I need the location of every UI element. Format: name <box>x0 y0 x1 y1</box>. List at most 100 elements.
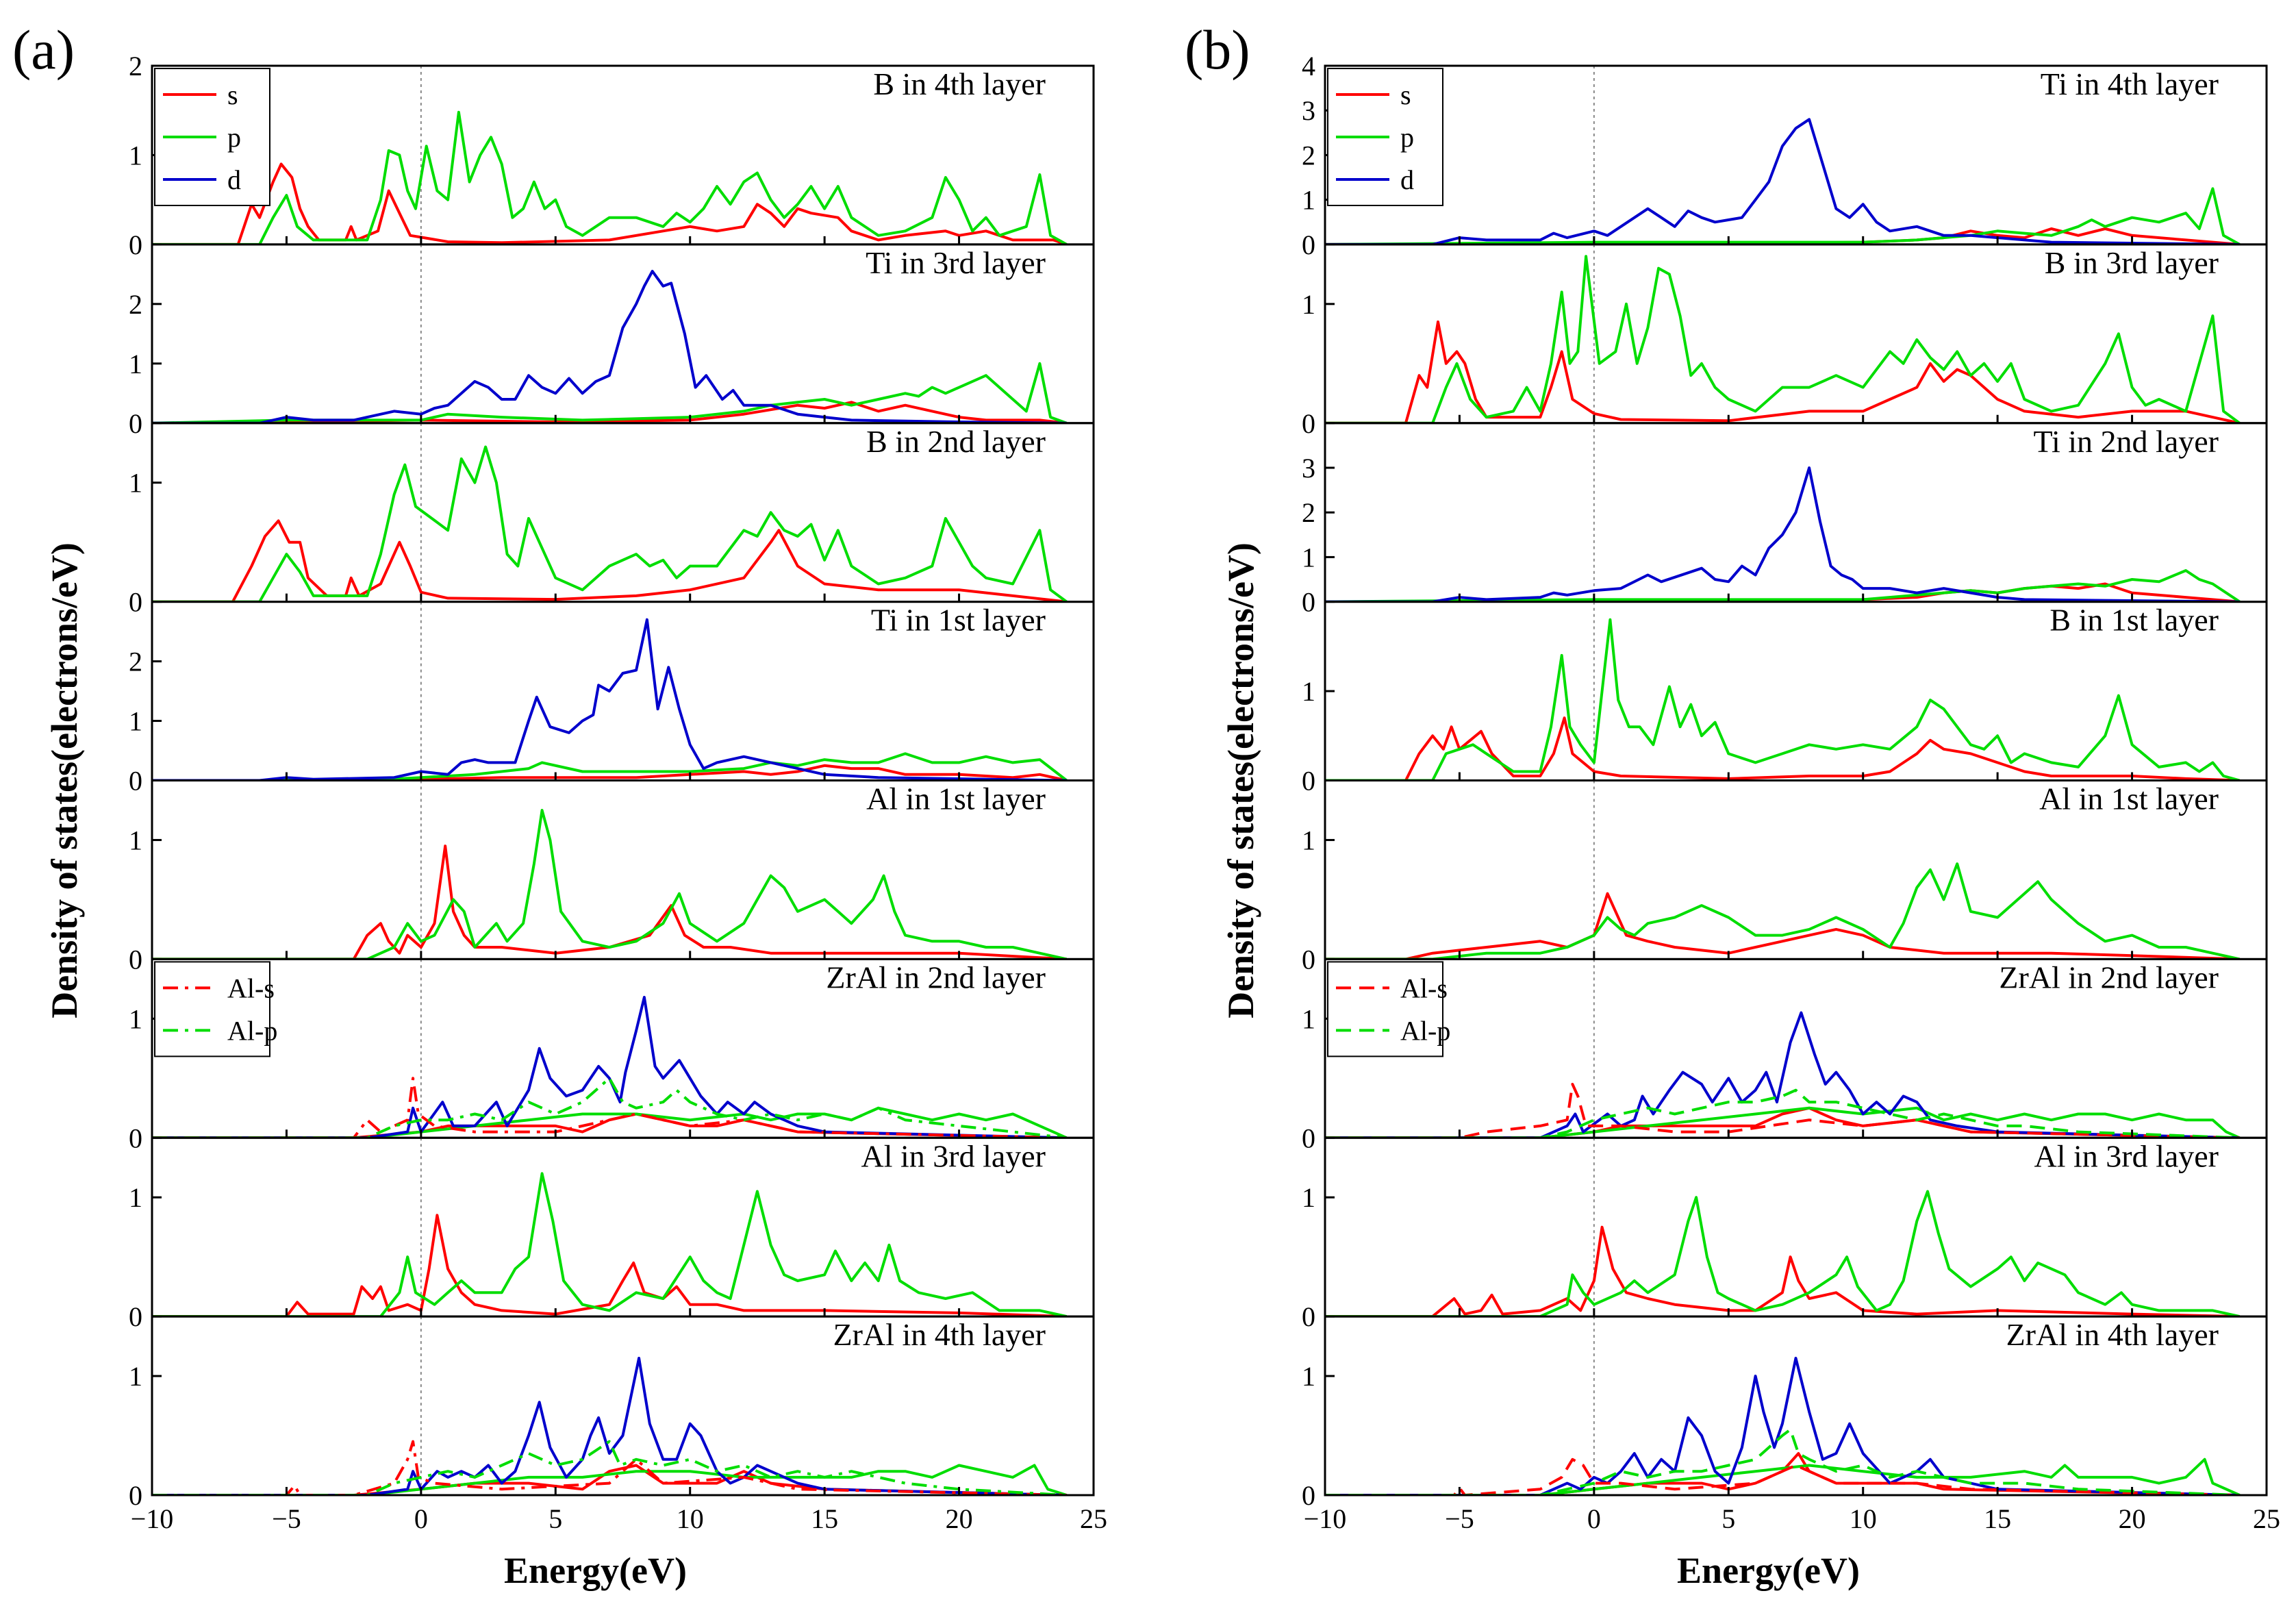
series-line-s <box>1325 716 2240 781</box>
series-line-al-p <box>1325 1088 2240 1138</box>
x-axis-title: Energy(eV) <box>504 1550 687 1591</box>
subplot-title: ZrAl in 4th layer <box>833 1317 1046 1352</box>
x-tick-label: 5 <box>1721 1503 1735 1534</box>
x-tick-label: 5 <box>548 1503 562 1534</box>
subplot-frame <box>151 1315 1095 1497</box>
series-line-p <box>1325 187 2241 245</box>
y-tick-label: 3 <box>1302 453 1315 484</box>
x-tick-label: 25 <box>2253 1503 2280 1534</box>
y-tick-label: 1 <box>1302 289 1315 320</box>
series-line-p <box>152 752 1068 781</box>
series-line-d <box>1325 1357 2240 1495</box>
series-line-p <box>1325 255 2241 423</box>
subplot: 0 1 B in 1st layer <box>1302 601 2268 797</box>
legend-box <box>154 961 270 1057</box>
subplot: 0 1 Al in 1st layer <box>129 779 1095 975</box>
subplot-title: Al in 1st layer <box>866 781 1046 816</box>
legend: Al-s Al-p <box>154 961 277 1057</box>
legend: spd <box>154 68 270 206</box>
series-line-p <box>152 445 1068 602</box>
y-tick-label: 0 <box>1302 229 1315 260</box>
y-axis-title: Density of states(electrons/eV) <box>44 542 85 1018</box>
panel-b: 0 1 2 3 4 Ti in 4th layer 0 1 B in 3rd layer 0 1 2 3… <box>1185 18 2280 1591</box>
subplot-title: Ti in 4th layer <box>2041 66 2219 101</box>
series-line-p <box>1325 1457 2241 1495</box>
y-tick-label: 0 <box>129 944 142 975</box>
series-line-s <box>152 1214 1067 1317</box>
x-tick-label: 0 <box>414 1503 428 1534</box>
series-line-p <box>152 1106 1068 1138</box>
series-line-s <box>152 764 1068 781</box>
series-line-al-p <box>1325 1428 2240 1495</box>
legend: Al-s Al-p <box>1327 961 1450 1057</box>
subplot-title: Al in 3rd layer <box>2034 1138 2219 1173</box>
subplot-title: Al in 3rd layer <box>861 1138 1046 1173</box>
subplot-title: Ti in 3rd layer <box>866 245 1046 280</box>
series-line-p <box>152 1172 1068 1317</box>
x-tick-label: −5 <box>272 1503 301 1534</box>
x-tick-label: 10 <box>1850 1503 1877 1534</box>
series-line-p <box>1325 862 2241 960</box>
x-tick-label: −5 <box>1445 1503 1474 1534</box>
y-tick-label: 1 <box>129 706 142 737</box>
y-tick-label: 0 <box>129 766 142 797</box>
legend-label: Al-s <box>227 973 275 1003</box>
y-tick-label: 0 <box>129 587 142 618</box>
series-line-d <box>1325 466 2240 602</box>
series-line-s <box>152 401 1067 423</box>
subplot-title: B in 3rd layer <box>2045 245 2219 280</box>
y-tick-label: 0 <box>1302 944 1315 975</box>
subplot-frame <box>1324 1315 2268 1497</box>
y-tick-label: 1 <box>1302 1003 1315 1034</box>
subplot-title: ZrAl in 2nd layer <box>1999 960 2219 994</box>
y-tick-label: 0 <box>1302 766 1315 797</box>
y-tick-label: 4 <box>1302 51 1315 82</box>
y-tick-label: 0 <box>129 229 142 260</box>
series-line-p <box>1325 1106 2241 1138</box>
series-line-p <box>152 110 1068 245</box>
subplot: 0 1 2 B in 4th layer <box>129 51 1095 260</box>
y-tick-label: 0 <box>1302 408 1315 439</box>
y-tick-label: 1 <box>129 1003 142 1034</box>
subplot-title: ZrAl in 4th layer <box>2006 1317 2219 1352</box>
legend-label: p <box>227 122 241 153</box>
y-axis-title: Density of states(electrons/eV) <box>1220 542 1261 1018</box>
y-tick-label: 2 <box>129 647 142 677</box>
series-line-al-s <box>1325 1457 2240 1495</box>
series-line-d <box>1325 1011 2240 1138</box>
subplot: 0 1 Al in 3rd layer <box>1302 1136 2268 1332</box>
series-line-p <box>1325 569 2241 602</box>
series-line-al-s <box>1325 1083 2240 1138</box>
series-line-al-p <box>152 1440 1067 1495</box>
subplot: 0 1 B in 2nd layer <box>129 422 1095 618</box>
series-line-s <box>1325 1225 2240 1317</box>
series-line-al-s <box>152 1077 1067 1138</box>
series-line-al-p <box>152 1077 1067 1138</box>
legend-label: Al-p <box>1400 1015 1450 1046</box>
x-tick-label: 15 <box>811 1503 838 1534</box>
legend-label: d <box>227 164 241 195</box>
x-tick-label: 25 <box>1080 1503 1107 1534</box>
x-tick-label: 10 <box>677 1503 704 1534</box>
x-axis-title: Energy(eV) <box>1677 1550 1860 1591</box>
series-line-s <box>152 844 1067 960</box>
x-tick-label: −10 <box>1304 1503 1347 1534</box>
series-line-p <box>1325 618 2241 781</box>
subplot: 0 1 2 Ti in 3rd layer <box>129 243 1095 439</box>
y-tick-label: 0 <box>129 1123 142 1153</box>
legend-label: Al-s <box>1400 973 1448 1003</box>
y-tick-label: 0 <box>129 1301 142 1332</box>
legend-label: p <box>1400 122 1414 153</box>
legend-label: s <box>227 79 238 110</box>
legend-label: d <box>1400 164 1414 195</box>
subplot-title: ZrAl in 2nd layer <box>826 960 1046 994</box>
y-tick-label: 1 <box>129 1182 142 1213</box>
legend: spd <box>1327 68 1443 206</box>
subplot-title: Ti in 2nd layer <box>2034 424 2219 459</box>
y-tick-label: 1 <box>1302 676 1315 707</box>
subplot: 0 1 2 3 4 Ti in 4th layer <box>1302 51 2268 260</box>
y-tick-label: 1 <box>1302 542 1315 573</box>
subplot: 0 1 ZrAl in 4th layer <box>129 1315 1095 1511</box>
y-tick-label: 0 <box>1302 1301 1315 1332</box>
